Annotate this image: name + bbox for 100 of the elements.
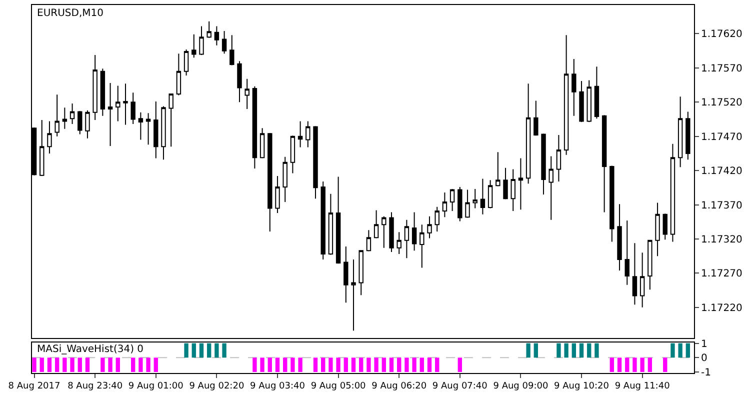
candlestick [640, 252, 645, 308]
x-tick-label: 9 Aug 05:00 [310, 382, 366, 392]
candlestick [404, 219, 410, 259]
candlestick [199, 26, 204, 56]
candlestick [382, 216, 386, 248]
y-tick-label: 1.17520 [701, 98, 742, 109]
candlestick [450, 188, 455, 212]
candlestick [358, 250, 364, 296]
candlestick [130, 92, 136, 125]
candlestick [184, 48, 189, 76]
candlestick [268, 132, 272, 232]
candlestick [648, 240, 652, 290]
candlestick [420, 224, 424, 268]
candlestick [480, 178, 486, 215]
x-tick-label: 9 Aug 10:20 [554, 382, 610, 392]
candlestick [54, 94, 60, 137]
candlestick [244, 78, 250, 110]
x-tick-label: 9 Aug 06:20 [372, 382, 427, 392]
candlestick [237, 60, 242, 103]
candlestick [252, 86, 258, 170]
candlestick [396, 232, 402, 255]
candlestick [541, 133, 546, 196]
candlestick [290, 135, 296, 174]
x-tick-label: 9 Aug 03:40 [250, 382, 306, 392]
candlestick [328, 193, 334, 256]
candlestick [116, 85, 120, 122]
y-tick-label: 1.17470 [701, 132, 742, 143]
candlestick [412, 212, 417, 252]
candlestick [161, 106, 166, 160]
candlestick [518, 158, 524, 210]
y-tick-label: 1.17420 [701, 166, 742, 178]
candlestick [222, 30, 227, 54]
x-tick-label: 9 Aug 09:00 [493, 382, 548, 392]
candlestick [70, 103, 75, 125]
candlestick [686, 111, 690, 160]
candlestick [434, 206, 440, 232]
x-tick-label: 9 Aug 07:40 [432, 382, 488, 392]
candlestick [85, 110, 90, 139]
candlestick [458, 186, 462, 222]
candlestick [146, 112, 151, 146]
candlestick [556, 134, 562, 182]
candlestick [138, 112, 144, 140]
candlestick [282, 156, 288, 203]
candlestick [548, 156, 554, 220]
candlestick [579, 80, 584, 122]
candlestick [123, 83, 128, 126]
candlestick [602, 114, 607, 213]
candlestick [214, 26, 220, 46]
candlestick [594, 66, 600, 120]
candlestick [534, 100, 538, 136]
candlestick [670, 143, 676, 242]
candlestick [313, 126, 318, 200]
candlestick [168, 93, 174, 148]
x-tick-label: 8 Aug 23:40 [68, 382, 123, 392]
candlestick [526, 83, 531, 184]
candlestick [344, 246, 348, 304]
candlestick [306, 120, 310, 148]
candlestick [510, 168, 516, 212]
y-tick-label: 1.17220 [701, 302, 742, 314]
y-tick-label: 1.17620 [701, 29, 742, 40]
candlestick [564, 34, 569, 156]
candlestick [351, 259, 356, 332]
x-tick-label: 8 Aug 2017 [8, 382, 60, 392]
candlestick [503, 167, 508, 200]
candlestick [442, 192, 448, 218]
y-tick-label: 1.17370 [701, 200, 742, 212]
candlestick [655, 202, 660, 257]
y-tick-label: 1 [701, 338, 708, 350]
x-tick-label: 9 Aug 01:00 [128, 382, 184, 392]
candlestick [662, 213, 668, 240]
candlestick [472, 188, 478, 209]
candlestick [108, 82, 113, 146]
candlestick [92, 54, 98, 120]
y-tick-label: -1 [701, 368, 711, 379]
candlestick [678, 96, 683, 168]
candlestick [320, 181, 326, 260]
candlestick [572, 58, 576, 116]
candlestick [586, 80, 592, 122]
candlestick [298, 120, 303, 148]
candlestick [496, 152, 500, 187]
candlestick [100, 68, 106, 116]
x-tick-label: 9 Aug 11:40 [614, 382, 670, 392]
y-tick-label: 1.17320 [701, 234, 742, 246]
candlestick [62, 107, 68, 130]
x-tick-label: 9 Aug 02:20 [189, 382, 244, 392]
candlestick [374, 210, 379, 239]
candlestick [230, 34, 234, 66]
candlestick [154, 100, 158, 159]
y-tick-label: 1.17570 [701, 63, 742, 74]
candlestick [260, 128, 265, 159]
candlestick [427, 216, 432, 239]
candlestick [366, 230, 372, 252]
candlestick [275, 176, 280, 214]
candlestick [389, 212, 394, 252]
candlestick [206, 20, 212, 38]
candlestick [617, 204, 622, 271]
chart-title: EURUSD,M10 [37, 8, 104, 19]
chart-title: MASi_WaveHist(34) 0 [37, 344, 144, 355]
candlestick [610, 165, 614, 242]
candlestick [336, 176, 341, 264]
